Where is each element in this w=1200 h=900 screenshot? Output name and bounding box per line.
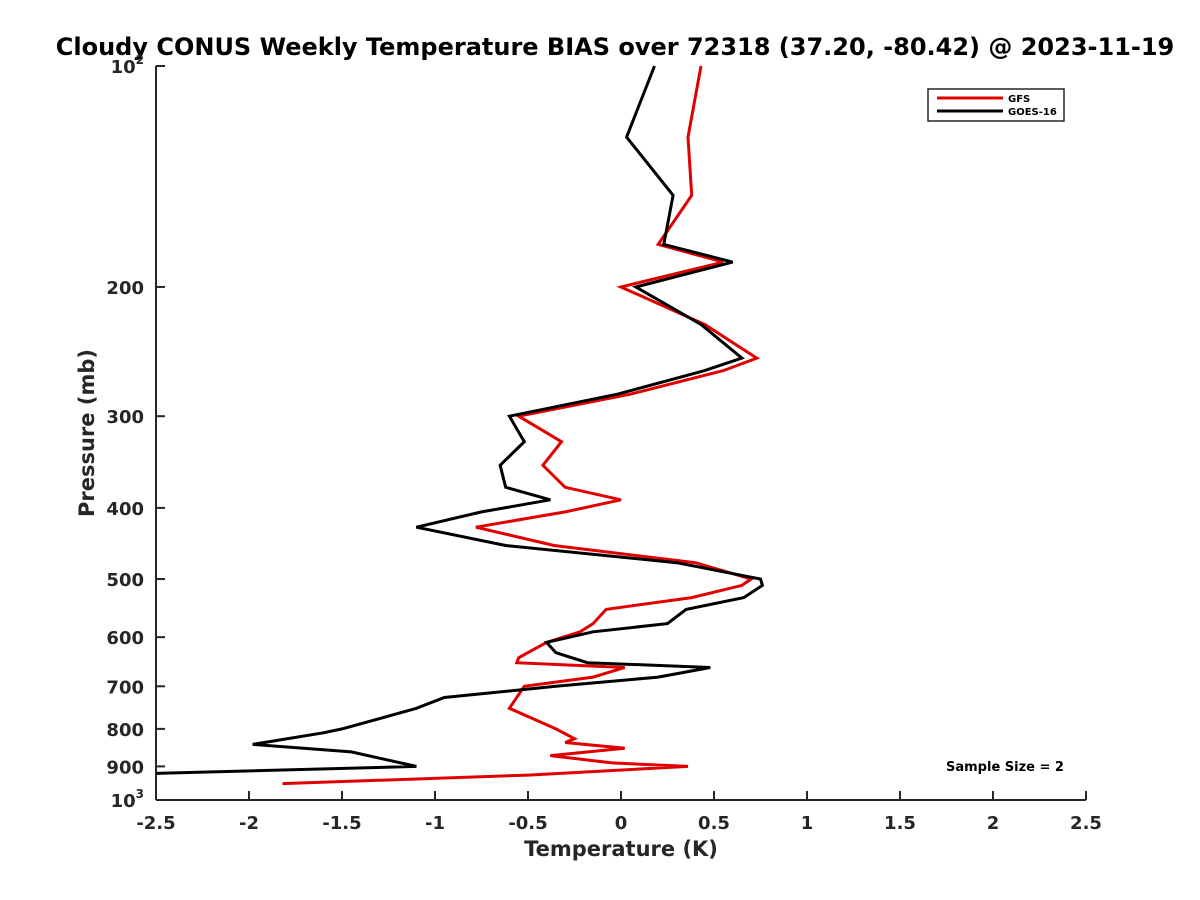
y-tick-label-5: 600 [106, 628, 144, 649]
y-tick-label-8: 900 [106, 757, 144, 778]
series-lines [155, 65, 765, 786]
x-ticks: -2.5 -2 -1.5 -1 -0.5 0 0.5 1 1.5 2 2.5 [136, 791, 1102, 834]
sample-size-annotation: Sample Size = 2 [946, 760, 1064, 775]
y-tick-label-3: 400 [106, 499, 144, 520]
y-tick-label-7: 800 [106, 720, 144, 741]
y-tick-label-1: 200 [106, 278, 144, 299]
x-tick-label-1: -2 [239, 813, 259, 834]
x-axis-label: Temperature (K) [524, 837, 718, 861]
chart-title: Cloudy CONUS Weekly Temperature BIAS ove… [56, 33, 1174, 61]
legend-box [927, 88, 1065, 122]
y-tick-label-6: 700 [106, 677, 144, 698]
x-tick-label-6: 0.5 [698, 813, 730, 834]
y-tick-label-9: 103 [111, 787, 144, 812]
series-line-gfs [282, 65, 761, 786]
legend: GFS GOES-16 [927, 88, 1065, 122]
y-tick-label-4: 500 [106, 570, 144, 591]
x-tick-label-9: 2 [987, 813, 1000, 834]
x-tick-label-8: 1.5 [884, 813, 916, 834]
x-tick-label-0: -2.5 [136, 813, 175, 834]
legend-label-gfs: GFS [1008, 94, 1030, 105]
x-tick-label-10: 2.5 [1070, 813, 1102, 834]
x-tick-label-3: -1 [425, 813, 445, 834]
y-tick-label-0: 102 [111, 53, 144, 78]
y-tick-label-2: 300 [106, 407, 144, 428]
legend-label-goes16: GOES-16 [1008, 107, 1057, 118]
series-line-goes16 [155, 65, 765, 775]
plot-area [155, 66, 1086, 801]
x-tick-label-2: -1.5 [322, 813, 361, 834]
y-axis-label: Pressure (mb) [75, 349, 99, 517]
x-tick-label-5: 0 [615, 813, 628, 834]
x-tick-label-4: -0.5 [508, 813, 547, 834]
x-tick-label-7: 1 [801, 813, 814, 834]
y-ticks: 102 200 300 400 500 600 700 800 900 103 [106, 53, 165, 812]
